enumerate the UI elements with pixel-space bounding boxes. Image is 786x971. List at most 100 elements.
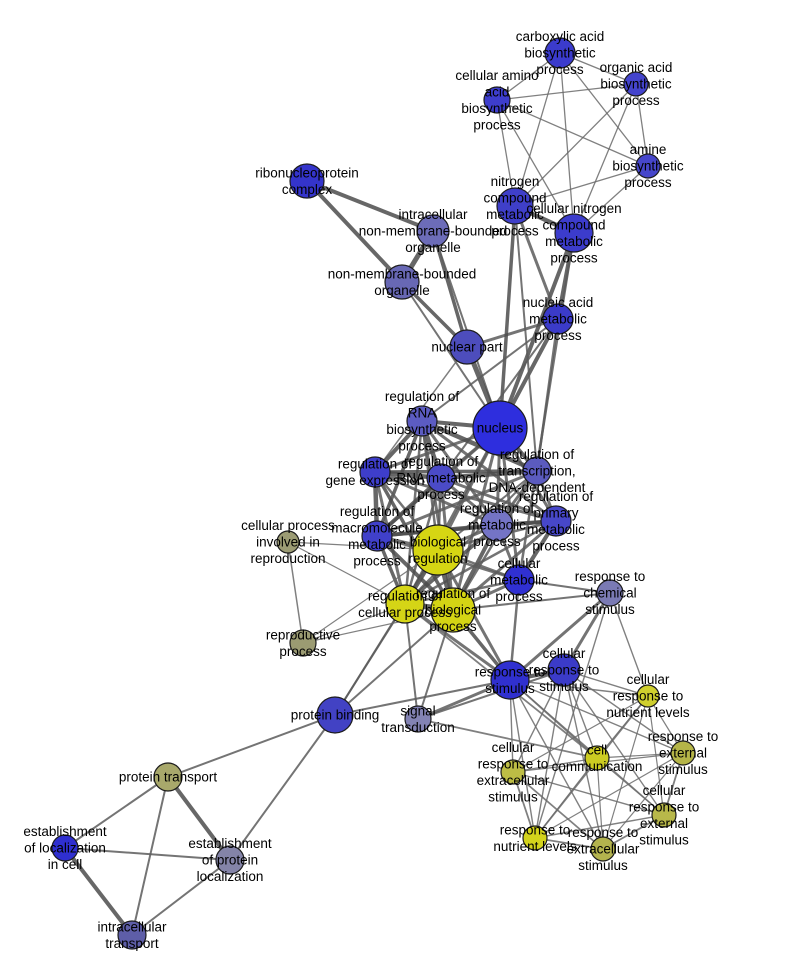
node-regulation-of-metabolic-process[interactable] xyxy=(480,508,514,542)
label-amine-biosynthetic-process: amine biosynthetic process xyxy=(612,142,684,190)
node-nitrogen-compound-metabolic-process[interactable] xyxy=(496,187,534,225)
edge-nucleic-acid-metabolic-process--regulation-of-transcription-dna-dependent xyxy=(535,317,560,473)
node-establishment-of-protein-localization[interactable] xyxy=(215,845,245,875)
edge-cellular-nitrogen-compound-metabolic-process--nucleus xyxy=(498,231,576,430)
node-intracellular-transport[interactable] xyxy=(117,920,147,950)
node-protein-transport[interactable] xyxy=(153,762,183,792)
node-response-to-stimulus[interactable] xyxy=(490,660,530,700)
node-regulation-of-macromolecule-metabolic-process[interactable] xyxy=(361,520,393,552)
label-cellular-nitrogen-compound-metabolic-process: cellular nitrogen compound metabolic proces… xyxy=(526,201,621,266)
edge-cellular-response-to-stimulus--cellular-response-to-extracellular-stimulus xyxy=(512,669,565,773)
node-regulation-of-rna-metabolic-process[interactable] xyxy=(426,463,456,493)
edge-cellular-response-to-nutrient-levels--response-to-extracellular-stimulus xyxy=(602,695,649,850)
node-organic-acid-biosynthetic-process[interactable] xyxy=(623,71,649,97)
edge-cell-communication--signal-transduction xyxy=(417,718,598,759)
edge-carboxylic-acid-biosynthetic-process--cellular-nitrogen-compound-metabolic-process xyxy=(559,52,575,234)
node-signal-transduction[interactable] xyxy=(404,705,432,733)
edge-cellular-process-involved-in-reproduction--reproductive-process xyxy=(287,541,304,644)
label-cellular-process-involved-in-reproduction: cellular process involved in reproduction xyxy=(241,518,335,566)
node-response-to-external-stimulus[interactable] xyxy=(670,740,696,766)
node-protein-binding[interactable] xyxy=(316,696,354,734)
label-nuclear-part: nuclear part xyxy=(431,340,503,355)
node-cellular-response-to-stimulus[interactable] xyxy=(547,653,581,687)
edge-cellular-response-to-stimulus--response-to-external-stimulus xyxy=(563,669,684,754)
node-ribonucleoprotein-complex[interactable] xyxy=(289,163,325,199)
edge-response-to-external-stimulus--response-to-extracellular-stimulus xyxy=(602,752,684,850)
label-establishment-of-localization-in-cell: establishment of localization in cell xyxy=(23,824,107,872)
edge-response-to-external-stimulus--cell-communication xyxy=(596,752,684,759)
edge-regulation-of-biological-process--response-to-chemical-stimulus xyxy=(452,592,611,611)
node-establishment-of-localization-in-cell[interactable] xyxy=(51,834,79,862)
node-cellular-response-to-nutrient-levels[interactable] xyxy=(636,684,660,708)
label-nucleus: nucleus xyxy=(477,421,524,436)
edge-carboxylic-acid-biosynthetic-process--amine-biosynthetic-process xyxy=(559,52,649,167)
edge-protein-transport--establishment-of-localization-in-cell xyxy=(64,776,169,849)
label-response-to-nutrient-levels: response to nutrient levels xyxy=(493,822,577,854)
edge-nitrogen-compound-metabolic-process--nucleic-acid-metabolic-process xyxy=(513,204,560,321)
edge-protein-binding--establishment-of-protein-localization xyxy=(229,714,336,861)
edge-non-membrane-bounded-organelle--nucleus xyxy=(401,281,501,429)
edge-cellular-response-to-external-stimulus--response-to-nutrient-levels xyxy=(534,814,665,839)
label-cellular-metabolic-process: cellular metabolic process xyxy=(490,556,548,604)
node-regulation-of-primary-metabolic-process[interactable] xyxy=(540,505,572,537)
node-regulation-of-biological-process[interactable] xyxy=(430,587,476,633)
node-nucleic-acid-metabolic-process[interactable] xyxy=(542,303,574,335)
edge-organic-acid-biosynthetic-process--nitrogen-compound-metabolic-process xyxy=(514,83,637,207)
node-cellular-response-to-extracellular-stimulus[interactable] xyxy=(500,759,526,785)
edge-regulation-of-rna-biosynthetic-process--regulation-of-cellular-process xyxy=(403,419,424,606)
edge-amine-biosynthetic-process--nitrogen-compound-metabolic-process xyxy=(514,165,649,207)
node-regulation-of-rna-biosynthetic-process[interactable] xyxy=(406,405,438,437)
node-regulation-of-gene-expression[interactable] xyxy=(359,456,391,488)
edge-nitrogen-compound-metabolic-process--nucleus xyxy=(498,204,517,430)
node-non-membrane-bounded-organelle[interactable] xyxy=(384,264,420,300)
edge-cellular-amino-acid-biosynthetic-process--cellular-nitrogen-compound-metabolic-process xyxy=(496,99,575,234)
edge-regulation-of-biological-process--reproductive-process xyxy=(302,609,454,644)
node-response-to-extracellular-stimulus[interactable] xyxy=(590,836,616,862)
node-response-to-chemical-stimulus[interactable] xyxy=(596,579,624,607)
node-reproductive-process[interactable] xyxy=(289,629,317,657)
edge-nitrogen-compound-metabolic-process--regulation-of-transcription-dna-dependent xyxy=(514,205,538,472)
label-signal-transduction: signal transduction xyxy=(381,703,455,735)
edge-regulation-of-cellular-process--cellular-process-involved-in-reproduction xyxy=(287,541,406,605)
label-cellular-amino-acid-biosynthetic-process: cellular amino acid biosynthetic process xyxy=(455,68,538,133)
node-regulation-of-transcription-dna-dependent[interactable] xyxy=(522,456,552,486)
label-response-to-stimulus: response to stimulus xyxy=(475,664,546,696)
nodes-layer xyxy=(51,37,696,950)
node-amine-biosynthetic-process[interactable] xyxy=(635,153,661,179)
node-intracellular-non-membrane-bounded-organelle[interactable] xyxy=(416,214,450,248)
edge-regulation-of-rna-metabolic-process--regulation-of-transcription-dna-dependent xyxy=(438,468,540,481)
edge-organic-acid-biosynthetic-process--cellular-nitrogen-compound-metabolic-process xyxy=(573,83,637,234)
label-protein-transport: protein transport xyxy=(119,770,218,785)
label-ribonucleoprotein-complex: ribonucleoprotein complex xyxy=(255,165,359,197)
node-cellular-response-to-external-stimulus[interactable] xyxy=(651,802,677,828)
node-nucleus[interactable] xyxy=(472,400,528,456)
edge-protein-transport--intracellular-transport xyxy=(131,776,169,936)
edge-biological-regulation--reproductive-process xyxy=(302,549,439,644)
label-organic-acid-biosynthetic-process: organic acid biosynthetic process xyxy=(600,60,673,108)
edge-response-to-chemical-stimulus--cellular-response-to-nutrient-levels xyxy=(609,592,649,697)
edge-establishment-of-localization-in-cell--intracellular-transport xyxy=(63,846,134,937)
node-biological-regulation[interactable] xyxy=(412,524,464,576)
label-response-to-chemical-stimulus: response to chemical stimulus xyxy=(575,569,646,617)
labels-layer: carboxylic acid biosynthetic process organi… xyxy=(23,29,718,951)
node-cellular-nitrogen-compound-metabolic-process[interactable] xyxy=(554,213,594,253)
node-cellular-amino-acid-biosynthetic-process[interactable] xyxy=(483,86,511,114)
edge-response-to-stimulus--response-to-nutrient-levels xyxy=(509,679,536,839)
node-carboxylic-acid-biosynthetic-process[interactable] xyxy=(544,37,576,69)
node-nuclear-part[interactable] xyxy=(449,329,485,365)
edge-establishment-of-protein-localization--intracellular-transport xyxy=(131,859,231,936)
edge-carboxylic-acid-biosynthetic-process--nitrogen-compound-metabolic-process xyxy=(514,52,561,207)
label-intracellular-transport: intracellular transport xyxy=(97,919,167,951)
edge-cellular-response-to-stimulus--response-to-nutrient-levels xyxy=(534,669,565,839)
node-cell-communication[interactable] xyxy=(584,745,610,771)
node-response-to-nutrient-levels[interactable] xyxy=(522,825,548,851)
edge-response-to-chemical-stimulus--response-to-nutrient-levels xyxy=(534,592,611,839)
label-regulation-of-rna-biosynthetic-process: regulation of RNA biosynthetic process xyxy=(385,389,460,454)
edge-response-to-stimulus--cellular-response-to-nutrient-levels xyxy=(509,679,649,697)
label-establishment-of-protein-localization: establishment of protein localization xyxy=(188,836,272,884)
node-regulation-of-cellular-process[interactable] xyxy=(385,584,425,624)
node-cellular-metabolic-process[interactable] xyxy=(503,564,535,596)
node-cellular-process-involved-in-reproduction[interactable] xyxy=(276,530,300,554)
